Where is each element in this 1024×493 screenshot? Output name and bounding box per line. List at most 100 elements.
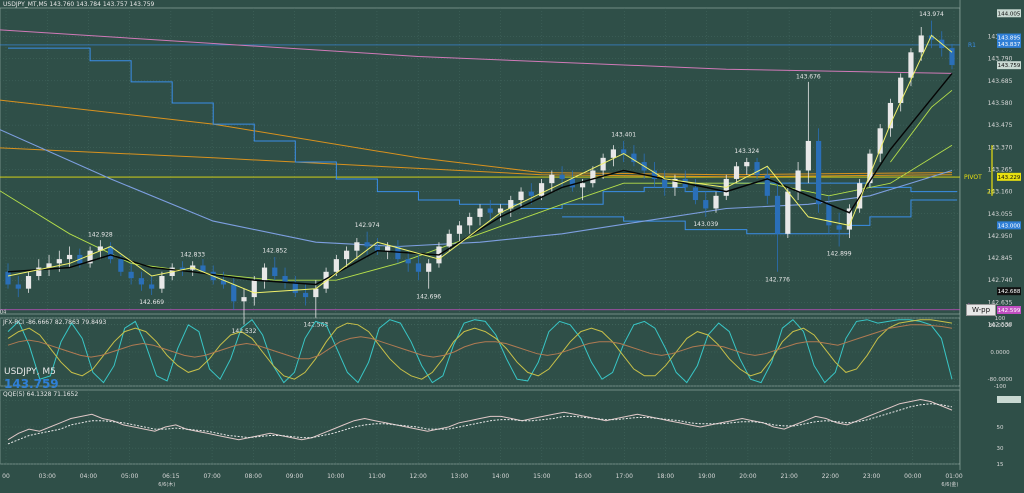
indicator-series-2-1	[7, 403, 953, 445]
candle-body	[764, 174, 770, 196]
qqe-title: QQE(5) 64.1328 71.1652	[3, 391, 79, 398]
candle-body	[898, 77, 904, 103]
price-scale-area	[960, 0, 1024, 493]
candle-body	[744, 162, 750, 167]
price-tick-label: 142.530	[988, 322, 1013, 329]
swing-price-annotation: 143.974	[919, 11, 944, 18]
lime-ma-line	[0, 144, 953, 281]
candle-body	[651, 170, 658, 179]
candle-body	[282, 276, 288, 283]
price-tick-label: 143.160	[988, 189, 1013, 196]
price-label-box	[997, 9, 1021, 18]
x-tick-label: 05:00	[121, 473, 138, 480]
candle-body	[631, 153, 637, 163]
candle-body	[703, 200, 709, 209]
price-label-box	[997, 287, 1021, 296]
candle-body	[826, 204, 832, 226]
candle-body	[313, 288, 319, 298]
swing-price-annotation: 142.776	[765, 277, 790, 284]
candle-body	[97, 246, 103, 251]
candle-body	[836, 225, 842, 230]
swing-price-annotation: 142.532	[232, 328, 257, 335]
candle-body	[795, 170, 801, 192]
candle-body	[877, 128, 883, 154]
price-tick-label: 143.370	[988, 144, 1013, 151]
qqe-level-box	[997, 396, 1021, 403]
candle-body	[754, 162, 760, 175]
x-tick-label: 15:00	[533, 473, 550, 480]
price-label-box	[997, 305, 1021, 314]
swing-price-annotation: 143.676	[796, 74, 821, 81]
x-date-label: 6/6(金)	[941, 481, 958, 488]
x-tick-label: 06:15	[162, 473, 179, 480]
sub-tick-label: 50	[997, 425, 1004, 431]
rci-title: JFX-RCI -86.6667 82.7863 79.8493	[3, 319, 107, 326]
orange-ma-lower	[0, 147, 953, 178]
candle-body	[508, 200, 514, 209]
candle-body	[415, 263, 422, 272]
price-label-box	[997, 221, 1021, 230]
candle-body	[559, 174, 565, 179]
x-tick-label: 23:00	[863, 473, 880, 480]
candle-body	[692, 187, 699, 201]
candle-body	[25, 276, 32, 289]
price-label-box	[997, 172, 1021, 181]
yellow-ma-line	[7, 34, 953, 294]
candle-body	[108, 246, 114, 260]
swing-price-annotation: 142.899	[827, 251, 852, 258]
candle-body	[179, 267, 186, 270]
price-tick-label: 143.475	[988, 122, 1013, 129]
price-label-text: 144.005	[998, 11, 1021, 17]
x-tick-label: 22:00	[822, 473, 839, 480]
candle-body	[610, 149, 616, 158]
candle-body	[487, 208, 493, 213]
black-ma-line	[7, 72, 953, 286]
candle-body	[785, 191, 791, 234]
candle-body	[220, 280, 227, 285]
sub-tick-label: 0.0000	[990, 350, 1010, 356]
candle-body	[518, 191, 524, 201]
x-tick-label: 00	[2, 473, 10, 480]
price-tick-label: 143.685	[988, 78, 1013, 85]
symbol-name: USDJPY, M5	[4, 367, 56, 377]
candle-body	[662, 178, 668, 188]
x-tick-label: 11:00	[368, 473, 385, 480]
candle-body	[66, 254, 73, 260]
sub-tick-label: 15	[997, 462, 1004, 468]
x-tick-label: 08:00	[245, 473, 262, 480]
envelope-upper-step	[8, 47, 958, 209]
x-tick-label: 21:00	[780, 473, 797, 480]
swing-price-annotation: 143.401	[611, 132, 636, 139]
candle-body	[600, 157, 606, 171]
x-tick-label: 20:00	[739, 473, 756, 480]
candle-body	[138, 278, 144, 285]
candle-body	[549, 174, 555, 184]
candle-body	[528, 191, 534, 196]
candle-body	[816, 140, 822, 205]
x-tick-label: 19:00	[698, 473, 715, 480]
indicator-series-1-2	[7, 324, 953, 360]
candle-body	[344, 250, 350, 260]
price-label-text: 142.599	[998, 308, 1021, 314]
candle-body	[5, 271, 11, 285]
x-tick-label: 07:00	[203, 473, 220, 480]
price-tick-label: 142.845	[988, 255, 1013, 262]
candle-body	[538, 183, 545, 196]
wpp-button[interactable]: W-pp	[966, 304, 996, 316]
price-tick-label: 142.950	[988, 233, 1013, 240]
candle-body	[15, 284, 21, 289]
price-tick-label: 143.055	[988, 211, 1013, 218]
sub-tick-label: -80.0000	[988, 377, 1013, 383]
candle-body	[333, 259, 339, 272]
candle-body	[446, 233, 452, 247]
level-label-r1: R1	[968, 42, 976, 49]
sub-tick-label: 30	[997, 446, 1004, 452]
candle-body	[323, 271, 329, 289]
candle-body	[467, 216, 473, 226]
x-tick-label: 10:00	[327, 473, 344, 480]
candle-body	[87, 250, 93, 264]
candle-body	[251, 280, 257, 298]
indicator-series-1-0	[7, 318, 953, 384]
